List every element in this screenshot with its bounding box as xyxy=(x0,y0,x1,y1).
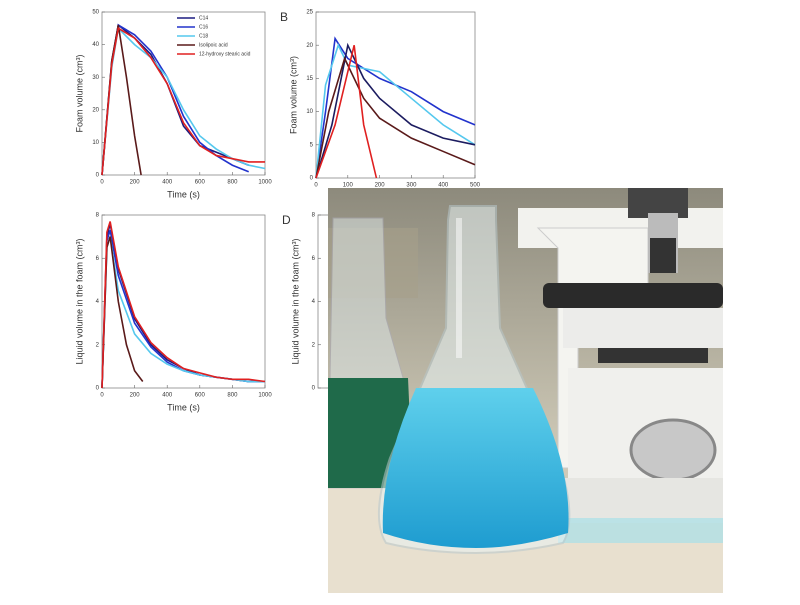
x-tick-label: 600 xyxy=(195,393,206,399)
x-tick-label: 1000 xyxy=(258,180,272,186)
data-line xyxy=(101,236,265,389)
x-axis-label: Time (s) xyxy=(167,402,200,412)
data-line xyxy=(315,56,476,179)
data-line xyxy=(101,27,265,176)
y-tick-label: 0 xyxy=(96,386,100,392)
y-tick-label: 6 xyxy=(312,256,316,262)
legend-label: C14 xyxy=(199,15,208,21)
y-tick-label: 20 xyxy=(306,43,313,49)
plot-frame xyxy=(101,11,266,176)
y-tick-label: 50 xyxy=(92,10,99,16)
y-tick-label: 8 xyxy=(312,213,316,219)
x-tick-label: 0 xyxy=(100,393,104,399)
x-tick-label: 1000 xyxy=(258,393,272,399)
data-line xyxy=(101,229,265,389)
y-axis-label: Foam volume (cm³) xyxy=(74,54,84,132)
data-line xyxy=(101,221,266,389)
legend-label: C16 xyxy=(199,24,208,30)
y-tick-label: 0 xyxy=(310,176,314,182)
y-axis-label: Liquid volume in the foam (cm³) xyxy=(290,238,300,364)
y-tick-label: 10 xyxy=(92,140,99,146)
legend-label: C18 xyxy=(199,33,208,39)
y-tick-label: 0 xyxy=(312,386,316,392)
y-tick-label: 4 xyxy=(96,299,100,305)
data-line xyxy=(101,236,144,389)
data-line xyxy=(315,42,476,179)
y-tick-label: 4 xyxy=(312,299,316,305)
x-tick-label: 500 xyxy=(470,183,481,189)
y-tick-label: 2 xyxy=(96,342,100,348)
data-line xyxy=(315,43,476,179)
y-tick-label: 10 xyxy=(306,109,313,115)
x-tick-label: 800 xyxy=(227,180,238,186)
y-tick-label: 20 xyxy=(92,107,99,113)
panel-label: B xyxy=(280,10,288,24)
data-line xyxy=(315,45,378,179)
x-tick-label: 200 xyxy=(375,183,386,189)
y-tick-label: 8 xyxy=(96,213,100,219)
y-tick-label: 30 xyxy=(92,75,99,81)
y-tick-label: 0 xyxy=(96,173,100,179)
x-tick-label: 0 xyxy=(314,183,318,189)
plot-frame xyxy=(315,11,476,179)
x-tick-label: 400 xyxy=(438,183,449,189)
data-line xyxy=(101,26,266,176)
y-tick-label: 15 xyxy=(306,76,313,82)
y-axis-label: Foam volume (cm³) xyxy=(288,56,298,134)
y-tick-label: 25 xyxy=(306,10,313,16)
legend-label: Isolipoic acid xyxy=(199,42,228,48)
y-tick-label: 5 xyxy=(310,142,314,148)
y-tick-label: 40 xyxy=(92,42,99,48)
x-tick-label: 600 xyxy=(195,180,206,186)
x-tick-label: 0 xyxy=(100,180,104,186)
y-tick-label: 2 xyxy=(312,342,316,348)
x-axis-label: Time (s) xyxy=(167,189,200,199)
lab-photo xyxy=(328,188,723,593)
x-tick-label: 200 xyxy=(130,393,141,399)
data-line xyxy=(101,223,265,389)
y-axis-label: Liquid volume in the foam (cm³) xyxy=(74,238,84,364)
x-tick-label: 300 xyxy=(406,183,417,189)
x-tick-label: 400 xyxy=(162,393,173,399)
y-tick-label: 6 xyxy=(96,256,100,262)
x-tick-label: 100 xyxy=(343,183,354,189)
x-tick-label: 400 xyxy=(162,180,173,186)
panel-label: D xyxy=(282,213,291,227)
x-tick-label: 800 xyxy=(227,393,238,399)
x-tick-label: 200 xyxy=(130,180,141,186)
legend-label: 12-hydroxy stearic acid xyxy=(199,51,251,57)
